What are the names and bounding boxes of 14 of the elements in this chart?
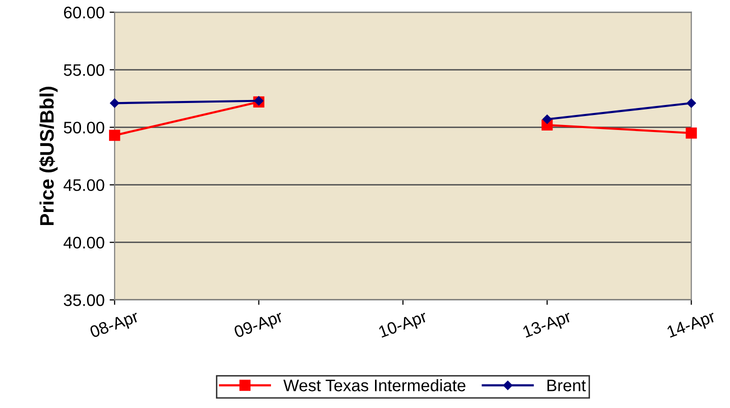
y-axis-title: Price ($US/Bbl): [39, 86, 58, 225]
y-tick-label: 40.00: [64, 236, 104, 249]
x-tick-label: 13-Apr: [522, 310, 574, 341]
x-tick-label: 10-Apr: [378, 310, 429, 341]
y-tick-label: 55.00: [64, 64, 104, 76]
y-tick-label: 45.00: [64, 179, 104, 192]
y-tick-label: 35.00: [64, 294, 104, 306]
y-tick-label: 50.00: [64, 122, 104, 134]
x-tick-label: 14-Apr: [666, 310, 718, 341]
legend-label: West Texas Intermediate: [283, 379, 466, 392]
x-tick-label: 09-Apr: [233, 310, 285, 342]
x-tick-label: 08-Apr: [89, 310, 141, 342]
legend-label: Brent: [547, 380, 586, 392]
y-tick-label: 60.00: [64, 6, 104, 18]
